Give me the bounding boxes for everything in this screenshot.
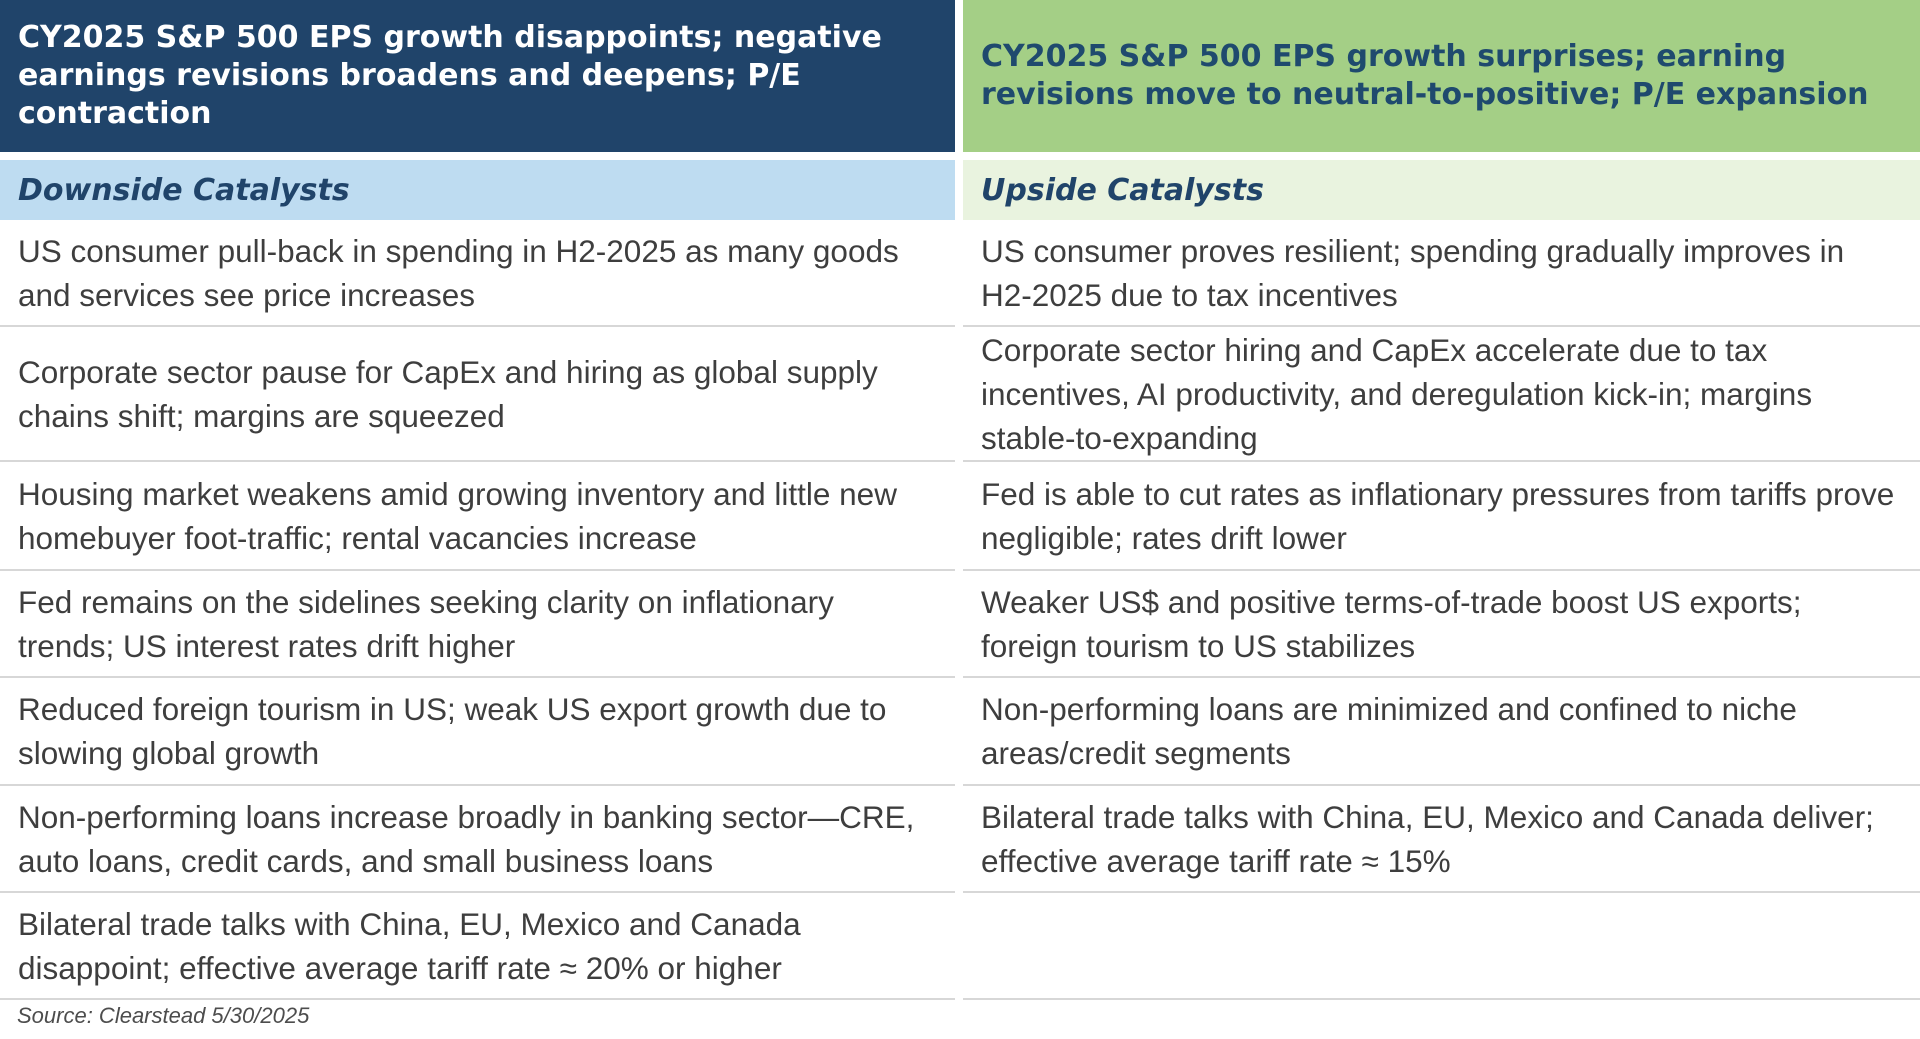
upside-catalysts-heading: Upside Catalysts [963,160,1920,220]
upside-catalyst-2: Corporate sector hiring and CapEx accele… [963,327,1920,462]
downside-catalysts-heading: Downside Catalysts [0,160,955,220]
downside-catalyst-6: Non-performing loans increase broadly in… [0,786,955,893]
downside-catalyst-3: Housing market weakens amid growing inve… [0,462,955,571]
downside-catalyst-5: Reduced foreign tourism in US; weak US e… [0,678,955,786]
upside-catalyst-3: Fed is able to cut rates as inflationary… [963,462,1920,571]
upside-catalyst-6: Bilateral trade talks with China, EU, Me… [963,786,1920,893]
upside-catalyst-1: US consumer proves resilient; spending g… [963,220,1920,327]
source-note: Source: Clearstead 5/30/2025 [17,1003,310,1028]
upside-catalyst-7-empty [963,893,1920,1000]
downside-catalyst-7: Bilateral trade talks with China, EU, Me… [0,893,955,1000]
downside-catalyst-1: US consumer pull-back in spending in H2-… [0,220,955,327]
downside-scenario-header: CY2025 S&P 500 EPS growth disappoints; n… [0,0,955,152]
upside-catalyst-5: Non-performing loans are minimized and c… [963,678,1920,786]
upside-scenario-header: CY2025 S&P 500 EPS growth surprises; ear… [963,0,1920,152]
catalysts-table: CY2025 S&P 500 EPS growth disappoints; n… [0,0,1920,1000]
downside-catalyst-4: Fed remains on the sidelines seeking cla… [0,571,955,678]
downside-catalyst-2: Corporate sector pause for CapEx and hir… [0,327,955,462]
upside-catalyst-4: Weaker US$ and positive terms-of-trade b… [963,571,1920,678]
